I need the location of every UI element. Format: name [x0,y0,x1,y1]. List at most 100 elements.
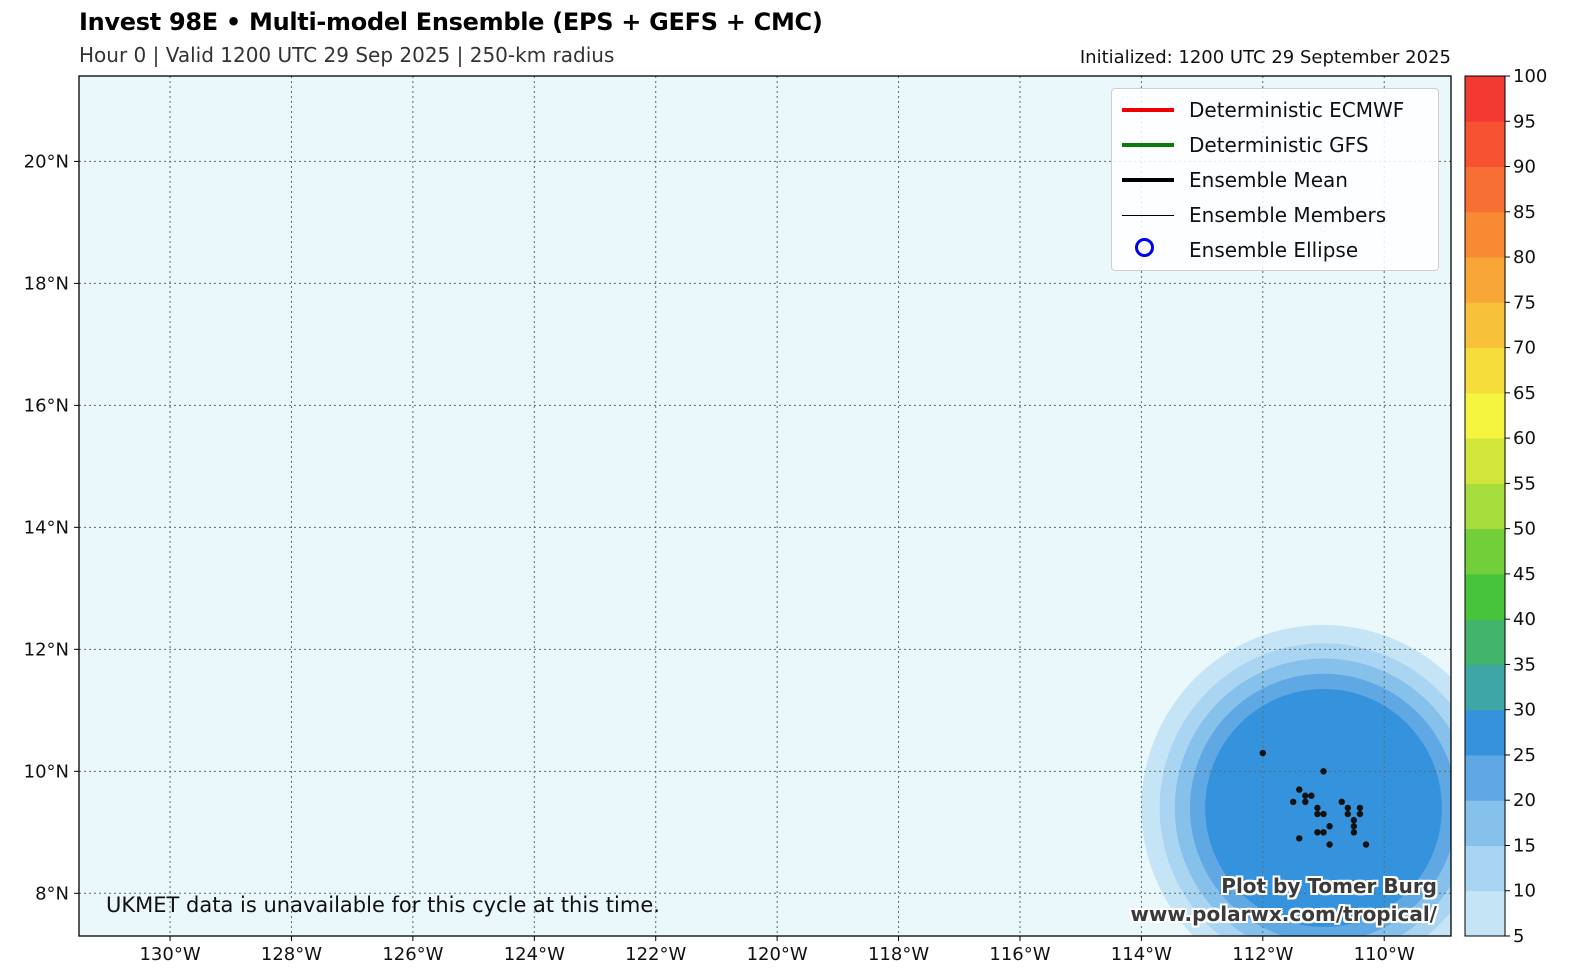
colorbar-tick-label: 45 [1513,564,1536,585]
ensemble-member-point [1308,792,1315,799]
ensemble-member-point [1320,768,1327,775]
lon-tick-label: 114°W [1111,944,1172,965]
colorbar-segment [1465,211,1505,258]
ensemble-member-point [1326,841,1333,848]
ensemble-member-point [1259,749,1267,757]
colorbar-tick-label: 95 [1513,111,1536,132]
credit-author: Plot by Tomer Burg [1221,874,1437,898]
lon-tick-label: 118°W [868,944,929,965]
ensemble-member-point [1320,829,1327,836]
legend-item-ensemble-ellipse: Ensemble Ellipse [1112,235,1438,265]
lon-tick-label: 116°W [989,944,1050,965]
colorbar-segment [1465,347,1505,394]
colorbar-segment [1465,257,1505,303]
lon-tick-label: 120°W [747,944,808,965]
colorbar-tick-label: 15 [1513,835,1536,856]
ensemble-member-point [1314,804,1321,812]
ensemble-member-point [1356,804,1364,812]
lat-tick-label: 16°N [24,395,69,416]
lon-tick-label: 128°W [261,944,322,965]
colorbar-segment [1465,438,1505,484]
lat-tick-label: 18°N [24,273,69,294]
lon-tick-label: 126°W [382,944,443,965]
colorbar-segment [1465,709,1505,756]
colorbar-tick-label: 90 [1513,157,1536,178]
colorbar-segment [1465,302,1505,349]
lat-tick-label: 10°N [24,761,69,782]
colorbar-tick-label: 70 [1513,338,1536,359]
ensemble-member-point [1344,804,1351,812]
strike-probability-layer [1141,624,1451,936]
ukmet-note: UKMET data is unavailable for this cycle… [106,893,660,917]
colorbar-segment [1465,800,1505,846]
mean-line-swatch [1122,178,1174,182]
ensemble-member-point [1302,792,1309,799]
colorbar-segment [1465,166,1505,213]
colorbar-tick-label: 75 [1513,292,1536,313]
ensemble-member-point [1350,823,1358,830]
map-frame [78,75,1452,937]
lat-tick-label: 14°N [24,517,69,538]
legend-label: Deterministic GFS [1189,133,1369,157]
ensemble-member-point [1350,829,1358,836]
colorbar-tick-label: 25 [1513,745,1536,766]
legend-item-deterministic-ecmwf: Deterministic ECMWF [1112,95,1438,125]
lat-tick-label: 12°N [24,639,69,660]
member-line-swatch [1122,215,1174,216]
lat-tick-label: 8°N [35,883,69,904]
colorbar-segment [1465,845,1505,892]
colorbar-tick-label: 60 [1513,428,1536,449]
colorbar-tick-label: 20 [1513,790,1536,811]
ellipse-ring-icon [1135,238,1154,257]
ensemble-member-point [1314,829,1321,836]
colorbar: 5 10 15 20 25 30 35 40 45 50 55 60 65 70 75 80 85 90 95 100 [1464,66,1547,947]
lon-tick-label: 122°W [625,944,686,965]
lon-tick-label: 124°W [504,944,565,965]
ensemble-member-point [1289,798,1297,806]
colorbar-segment [1465,392,1505,439]
page-subtitle: Hour 0 | Valid 1200 UTC 29 Sep 2025 | 25… [79,43,615,67]
ensemble-member-point [1326,823,1333,830]
colorbar-segment [1465,573,1505,620]
credit-url: www.polarwx.com/tropical/ [1130,902,1437,926]
legend: Deterministic ECMWF Deterministic GFS En… [1111,88,1439,271]
graticule [79,76,1451,936]
ensemble-member-point [1356,810,1364,818]
colorbar-tick-label: 40 [1513,609,1536,630]
ensemble-member-point [1344,810,1351,818]
ensemble-member-positions [1259,749,1370,848]
colorbar-segment [1465,121,1505,168]
initialized-time: Initialized: 1200 UTC 29 September 2025 [1079,47,1451,68]
colorbar-segment [1465,528,1505,575]
legend-label: Deterministic ECMWF [1189,98,1405,122]
colorbar-segment [1465,619,1505,665]
colorbar-tick-label: 100 [1513,66,1547,87]
ensemble-member-point [1296,786,1303,793]
colorbar-tick-label: 10 [1513,881,1536,902]
legend-label: Ensemble Mean [1189,168,1348,192]
map-axis-labels: 130°W 128°W 126°W 124°W 122°W 120°W 118°W 116°W… [24,151,1415,965]
ensemble-member-point [1338,798,1345,806]
colorbar-tick-label: 85 [1513,202,1536,223]
colorbar-segment [1465,483,1505,530]
ensemble-member-point [1362,841,1370,848]
colorbar-segment [1465,76,1505,122]
legend-item-ensemble-members: Ensemble Members [1112,200,1438,230]
colorbar-tick-label: 50 [1513,519,1536,540]
ensemble-member-point [1320,810,1327,818]
page-title: Invest 98E • Multi-model Ensemble (EPS +… [79,8,823,36]
lat-tick-label: 20°N [24,151,69,172]
ecmwf-line-swatch [1122,108,1174,112]
colorbar-frame [1464,75,1506,937]
ensemble-member-point [1314,810,1321,818]
legend-label: Ensemble Members [1189,203,1387,227]
legend-label: Ensemble Ellipse [1189,238,1359,262]
lon-tick-label: 130°W [139,944,200,965]
colorbar-tick-label: 65 [1513,383,1536,404]
colorbar-segment [1465,890,1505,937]
colorbar-segment [1465,664,1505,711]
colorbar-tick-label: 35 [1513,654,1536,675]
lon-tick-label: 110°W [1354,944,1415,965]
probability-contour-25 [1205,688,1442,927]
ensemble-member-point [1350,816,1358,824]
